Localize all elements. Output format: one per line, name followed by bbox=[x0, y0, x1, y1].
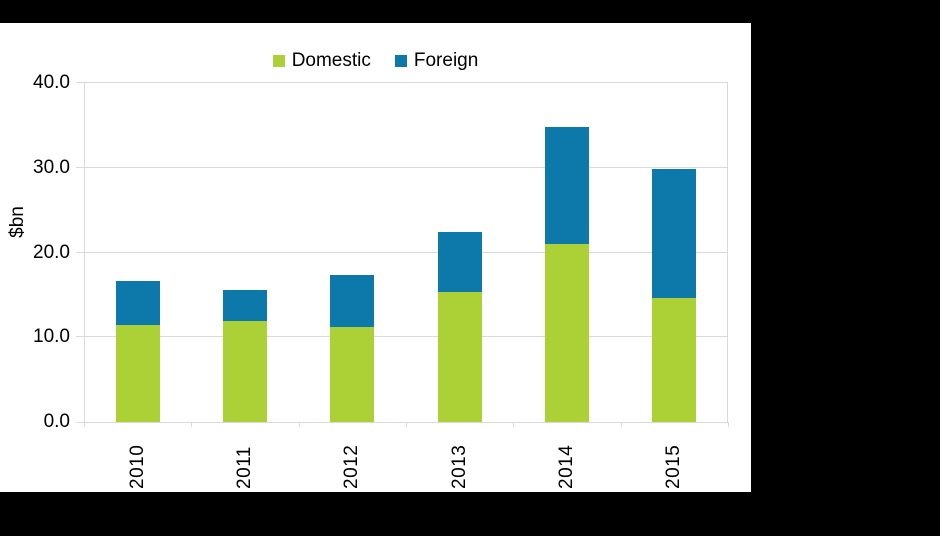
x-axis-label-2011: 2011 bbox=[234, 446, 255, 489]
y-axis-tick-label: 30.0 bbox=[33, 156, 70, 178]
x-axis-label-2014: 2014 bbox=[556, 444, 577, 489]
plot-right-border bbox=[727, 83, 728, 422]
bar-segment-foreign-2011[interactable] bbox=[223, 289, 267, 322]
gridline-20 bbox=[84, 251, 728, 253]
x-axis-label-2010: 2010 bbox=[126, 444, 148, 489]
y-axis-line bbox=[84, 83, 85, 422]
gridline-30 bbox=[84, 166, 728, 168]
bar-segment-domestic-2015[interactable] bbox=[652, 298, 697, 422]
y-axis-tick bbox=[76, 422, 84, 423]
y-axis-tick-label: 40.0 bbox=[33, 72, 70, 93]
y-axis-tick-label: 10.0 bbox=[33, 326, 70, 348]
legend-label-foreign: Foreign bbox=[413, 50, 479, 71]
x-axis-tick bbox=[513, 422, 515, 427]
bar-segment-domestic-2010[interactable] bbox=[115, 325, 160, 422]
y-axis-tick-label: 20.0 bbox=[33, 241, 70, 263]
bar-segment-foreign-2010[interactable] bbox=[115, 281, 160, 326]
y-axis-tick bbox=[76, 336, 84, 338]
y-axis-tick bbox=[76, 251, 84, 253]
x-axis-label-2013: 2013 bbox=[448, 444, 470, 489]
legend: Domestic Foreign bbox=[0, 48, 751, 74]
y-axis-tick-label: 0.0 bbox=[43, 411, 70, 432]
y-axis-tick bbox=[76, 166, 84, 168]
legend-label-domestic: Domestic bbox=[291, 50, 371, 71]
x-axis-label-2012: 2012 bbox=[341, 444, 363, 489]
x-axis-tick bbox=[298, 422, 300, 427]
legend-item-foreign[interactable]: Foreign bbox=[394, 50, 479, 72]
bar-segment-foreign-2014[interactable] bbox=[545, 127, 589, 245]
x-axis-tick bbox=[84, 422, 85, 427]
gridline-40 bbox=[84, 82, 728, 83]
bar-segment-foreign-2013[interactable] bbox=[437, 232, 482, 292]
y-axis-title: $bn bbox=[7, 206, 28, 238]
x-axis-tick bbox=[406, 422, 407, 427]
legend-item-domestic[interactable]: Domestic bbox=[272, 50, 371, 72]
legend-swatch-domestic bbox=[272, 55, 285, 67]
legend-swatch-foreign bbox=[394, 55, 407, 67]
y-axis-tick bbox=[76, 82, 84, 83]
bar-segment-domestic-2013[interactable] bbox=[437, 291, 482, 422]
x-axis-tick bbox=[728, 422, 729, 427]
bar-segment-foreign-2015[interactable] bbox=[652, 168, 697, 299]
chart-panel: Domestic Foreign $bn 0.0 10.0 20.0 30.0 40.0 2… bbox=[0, 23, 751, 492]
bar-segment-domestic-2014[interactable] bbox=[545, 244, 589, 422]
bar-segment-domestic-2011[interactable] bbox=[223, 321, 267, 422]
plot-area bbox=[84, 82, 728, 423]
bar-segment-foreign-2012[interactable] bbox=[330, 275, 375, 328]
x-axis-tick bbox=[191, 422, 193, 427]
x-axis-tick bbox=[620, 422, 622, 427]
bar-segment-domestic-2012[interactable] bbox=[330, 327, 375, 422]
gridline-10 bbox=[84, 336, 728, 338]
x-axis-label-2015: 2015 bbox=[663, 444, 685, 489]
